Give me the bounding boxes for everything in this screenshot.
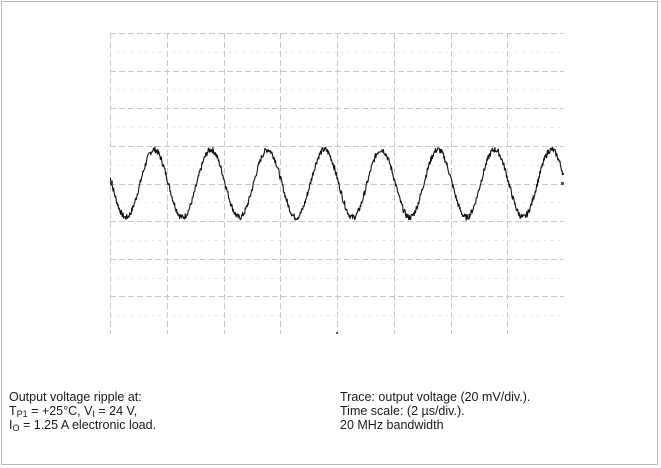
tp-symbol: T: [9, 404, 17, 418]
caption-load-line: IO = 1.25 A electronic load.: [9, 418, 157, 433]
caption-timescale-line: Time scale: (2 µs/div.).: [340, 404, 465, 418]
tp-subscript: P1: [16, 409, 28, 419]
caption-ripple-line: Output voltage ripple at:: [9, 390, 142, 404]
tp-value: = +25°C, V: [27, 404, 93, 418]
time-ref-marker: [336, 332, 338, 334]
vi-subscript: I: [92, 409, 95, 419]
caption-temp-voltage-line: TP1 = +25°C, VI = 24 V,: [9, 404, 156, 419]
vi-value: = 24 V,: [94, 404, 138, 418]
trace-settings: Trace: output voltage (20 mV/div.). Time…: [340, 390, 530, 432]
io-value: = 1.25 A electronic load.: [19, 418, 157, 432]
io-subscript: O: [12, 423, 20, 433]
ripple-trace: [110, 146, 564, 221]
caption-trace-line: Trace: output voltage (20 mV/div.).: [340, 390, 531, 404]
oscilloscope-plot: [110, 33, 564, 334]
trigger-level-marker: [561, 182, 564, 185]
scope-svg: [110, 33, 564, 334]
caption-bandwidth-line: 20 MHz bandwidth: [340, 418, 444, 432]
measurement-conditions: Output voltage ripple at: TP1 = +25°C, V…: [9, 390, 157, 433]
io-symbol: I: [9, 418, 13, 432]
